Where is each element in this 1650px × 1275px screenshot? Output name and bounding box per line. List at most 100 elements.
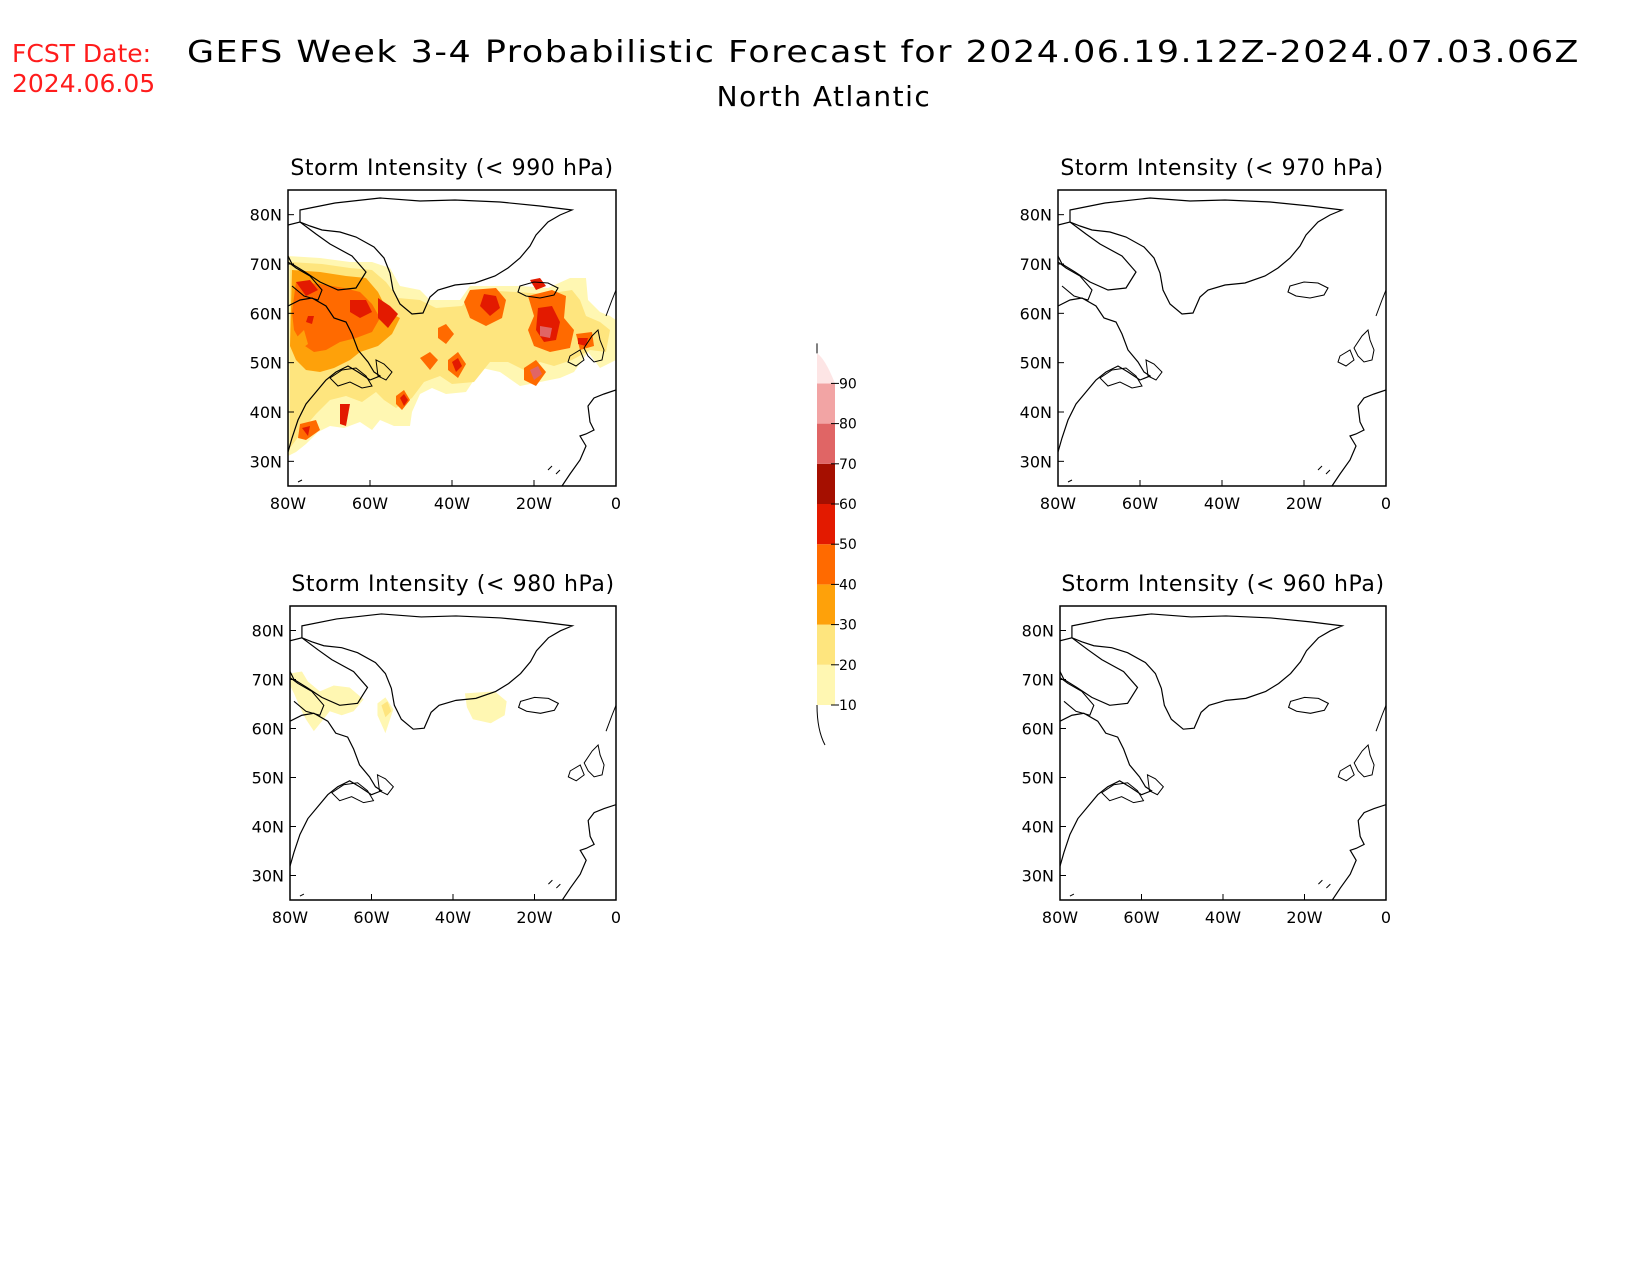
y-tick-label: 40N [250,403,282,422]
probability-area [381,701,392,718]
x-tick-label: 80W [1040,494,1076,513]
colorbar-label: 50 [839,537,857,553]
probability-area [340,404,350,426]
probability-area [296,330,308,350]
colorbar-segment [817,664,835,705]
colorbar-segment [817,504,835,545]
map-panel-3: Storm Intensity (< 980 hPa) 80W 60W 40W 20W 0… [252,572,621,927]
header: FCST Date:2024.06.05 GEFS Week 3-4 Probab… [12,35,1580,113]
probability-area [480,294,500,316]
y-tick-label: 40N [1020,403,1052,422]
panel-title: Storm Intensity (< 980 hPa) [291,572,614,597]
colorbar-label: 20 [839,658,857,674]
map-frame [1057,189,1387,487]
map-frame [289,605,617,901]
probability-area [530,278,546,290]
y-tick-label: 80N [252,622,284,641]
probability-area [464,691,507,724]
panel-title: Storm Intensity (< 990 hPa) [290,156,613,181]
x-tick-label: 40W [1204,494,1240,513]
y-tick-label: 50N [252,769,284,788]
x-tick-label: 80W [270,494,306,513]
y-tick-label: 60N [252,720,284,739]
colorbar-label: 30 [839,618,857,634]
y-tick-label: 80N [1022,622,1054,641]
colorbar-segment [817,463,835,504]
y-tick-label: 70N [1022,671,1054,690]
probability-area [400,394,408,406]
probability-area [296,280,318,296]
y-tick-label: 40N [252,818,284,837]
map-frame [1059,605,1387,901]
y-tick-label: 30N [1022,867,1054,886]
probability-area [438,324,454,344]
y-tick-label: 30N [252,867,284,886]
colorbar-segment [817,423,835,464]
colorbar-label: 60 [839,497,857,513]
probability-area [452,358,462,372]
x-tick-label: 40W [434,494,470,513]
x-tick-label: 40W [1205,908,1241,927]
figure-subtitle: North Atlantic [717,80,932,113]
colorbar-segment [817,624,835,665]
coastline [290,613,616,900]
y-tick-label: 70N [250,255,282,274]
y-tick-label: 30N [1020,452,1052,471]
coastline [1058,197,1386,486]
probability-area [350,300,372,318]
y-tick-label: 50N [1022,769,1054,788]
x-tick-label: 0 [1381,908,1391,927]
probability-area [290,671,364,732]
colorbar-segment [817,584,835,625]
y-tick-label: 60N [1022,720,1054,739]
panel-title: Storm Intensity (< 970 hPa) [1060,156,1383,181]
y-tick-label: 50N [1020,354,1052,373]
x-tick-label: 20W [1286,494,1322,513]
colorbar-label: 90 [839,376,857,392]
x-tick-label: 20W [1286,908,1322,927]
y-tick-label: 70N [252,671,284,690]
fcst-date-value: 2024.06.05 [12,69,155,98]
x-tick-label: 80W [1042,908,1078,927]
colorbar-label: 80 [839,417,857,433]
x-tick-label: 20W [516,494,552,513]
probability-area [530,366,542,380]
probability-area [420,352,438,370]
x-tick-label: 0 [611,494,621,513]
y-tick-label: 50N [250,354,282,373]
x-tick-label: 20W [516,908,552,927]
colorbar-label: 40 [839,577,857,593]
x-tick-label: 0 [1381,494,1391,513]
coastline [1060,613,1386,900]
x-tick-label: 60W [353,908,389,927]
map-panel-4: Storm Intensity (< 960 hPa) 80W 60W 40W 20W 0… [1022,572,1391,927]
colorbar-label: 10 [839,698,857,714]
y-tick-label: 60N [250,304,282,323]
y-tick-label: 30N [250,452,282,471]
colorbar-segment [817,544,835,585]
colorbar: 10 20 30 40 50 60 70 80 90 [816,343,857,746]
x-tick-label: 60W [1122,494,1158,513]
probability-area [302,426,310,436]
x-tick-label: 40W [435,908,471,927]
probability-area [540,326,552,338]
y-tick-label: 80N [250,206,282,225]
y-tick-label: 80N [1020,206,1052,225]
map-panel-2: Storm Intensity (< 970 hPa) 80W 60W 40W 20W 0… [1020,156,1391,513]
probability-area [378,298,398,328]
y-tick-label: 60N [1020,304,1052,323]
map-panel-1: Storm Intensity (< 990 hPa) 80W 60W 40W 20W 0… [250,156,621,513]
probability-area [306,316,314,324]
y-tick-label: 70N [1020,255,1052,274]
x-tick-label: 60W [352,494,388,513]
figure-title: GEFS Week 3-4 Probabilistic Forecast for… [187,35,1580,70]
probability-area [578,338,588,346]
x-tick-label: 80W [272,908,308,927]
panel-title: Storm Intensity (< 960 hPa) [1061,572,1384,597]
fcst-date-label: FCST Date: [12,39,151,68]
x-tick-label: 0 [611,908,621,927]
colorbar-segment [817,383,835,424]
colorbar-segment [817,353,835,384]
colorbar-label: 70 [839,457,857,473]
